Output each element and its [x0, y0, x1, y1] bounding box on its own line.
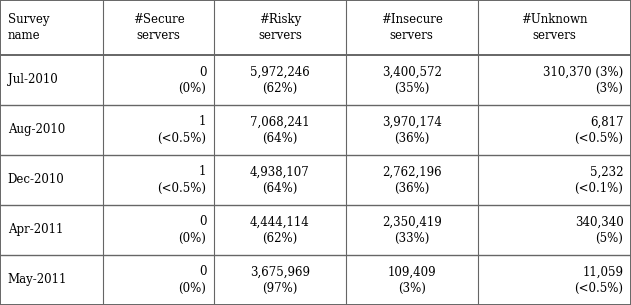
Text: 2,762,196
(36%): 2,762,196 (36%) [382, 166, 442, 195]
Text: 6,817
(<0.5%): 6,817 (<0.5%) [574, 116, 623, 145]
Text: 5,972,246
(62%): 5,972,246 (62%) [250, 66, 310, 95]
Text: 1
(<0.5%): 1 (<0.5%) [157, 166, 206, 195]
Text: Survey
name: Survey name [8, 13, 49, 42]
Text: 310,370 (3%)
(3%): 310,370 (3%) (3%) [543, 66, 623, 95]
Text: 4,938,107
(64%): 4,938,107 (64%) [250, 166, 310, 195]
Text: 0
(0%): 0 (0%) [179, 216, 206, 245]
Text: 3,400,572
(35%): 3,400,572 (35%) [382, 66, 442, 95]
Text: Aug-2010: Aug-2010 [8, 124, 65, 137]
Text: 7,068,241
(64%): 7,068,241 (64%) [250, 116, 310, 145]
Text: 4,444,114
(62%): 4,444,114 (62%) [250, 216, 310, 245]
Text: #Risky
servers: #Risky servers [258, 13, 302, 42]
Text: 109,409
(3%): 109,409 (3%) [387, 265, 436, 295]
Text: Dec-2010: Dec-2010 [8, 174, 64, 186]
Text: 0
(0%): 0 (0%) [179, 265, 206, 295]
Text: Apr-2011: Apr-2011 [8, 224, 63, 236]
Text: #Unknown
servers: #Unknown servers [521, 13, 587, 42]
Text: Jul-2010: Jul-2010 [8, 74, 57, 87]
Text: 1
(<0.5%): 1 (<0.5%) [157, 116, 206, 145]
Text: 5,232
(<0.1%): 5,232 (<0.1%) [575, 166, 623, 195]
Text: 0
(0%): 0 (0%) [179, 66, 206, 95]
Text: 2,350,419
(33%): 2,350,419 (33%) [382, 216, 442, 245]
Text: 3,970,174
(36%): 3,970,174 (36%) [382, 116, 442, 145]
Text: May-2011: May-2011 [8, 274, 67, 286]
Text: #Secure
servers: #Secure servers [133, 13, 184, 42]
Text: 340,340
(5%): 340,340 (5%) [575, 216, 623, 245]
Text: 11,059
(<0.5%): 11,059 (<0.5%) [574, 265, 623, 295]
Text: #Insecure
servers: #Insecure servers [381, 13, 443, 42]
Text: 3,675,969
(97%): 3,675,969 (97%) [250, 265, 310, 295]
